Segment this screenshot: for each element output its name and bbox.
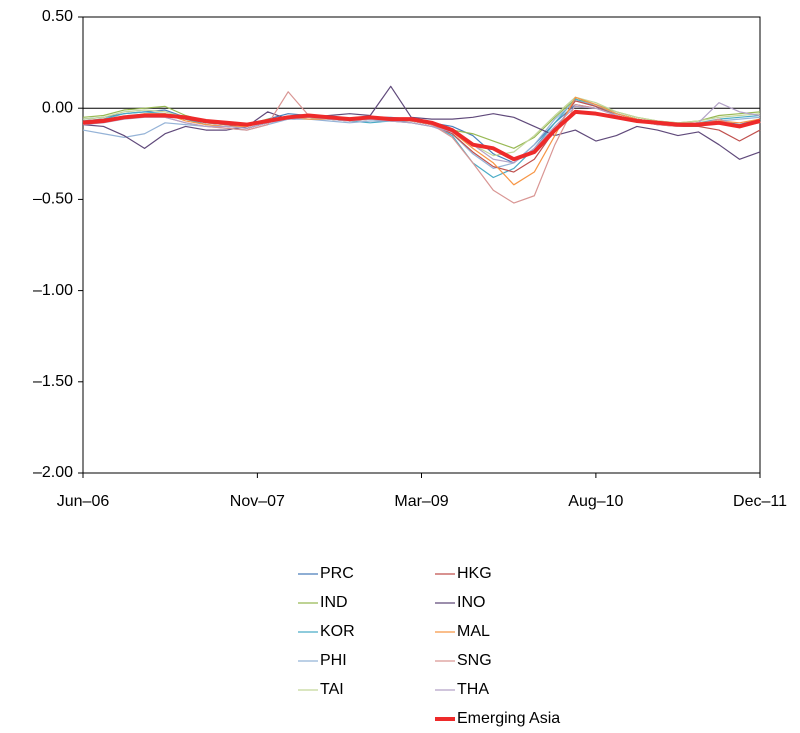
legend-label: PHI [320,652,347,669]
series-line [82,98,761,179]
legend-label: Emerging Asia [457,710,560,727]
series-line [82,103,761,164]
series-line [82,100,761,173]
x-tick-label: Mar–09 [394,493,448,510]
legend-label: MAL [457,623,490,640]
legend-label: INO [457,594,485,611]
y-tick-label: –1.00 [33,282,73,299]
plot-area [82,16,761,474]
y-tick-label: –0.50 [33,191,73,208]
legend-label: IND [320,594,348,611]
series-line [82,109,761,162]
series-line [82,96,761,186]
legend-label: PRC [320,565,354,582]
series-line [82,100,761,169]
y-tick-label: –2.00 [33,464,73,481]
legend-label: THA [457,681,489,698]
x-tick-label: Jun–06 [57,493,110,510]
legend-label: TAI [320,681,344,698]
series-line [82,85,761,160]
series-line [82,102,761,164]
x-tick-label: Dec–11 [733,493,787,510]
y-tick-label: –1.50 [33,373,73,390]
y-tick-label: 0.00 [42,99,73,116]
x-tick-label: Aug–10 [568,493,623,510]
y-tick-label: 0.50 [42,8,73,25]
legend-label: KOR [320,623,355,640]
x-tick-label: Nov–07 [230,493,285,510]
legend-label: SNG [457,652,492,669]
legend-label: HKG [457,565,492,582]
